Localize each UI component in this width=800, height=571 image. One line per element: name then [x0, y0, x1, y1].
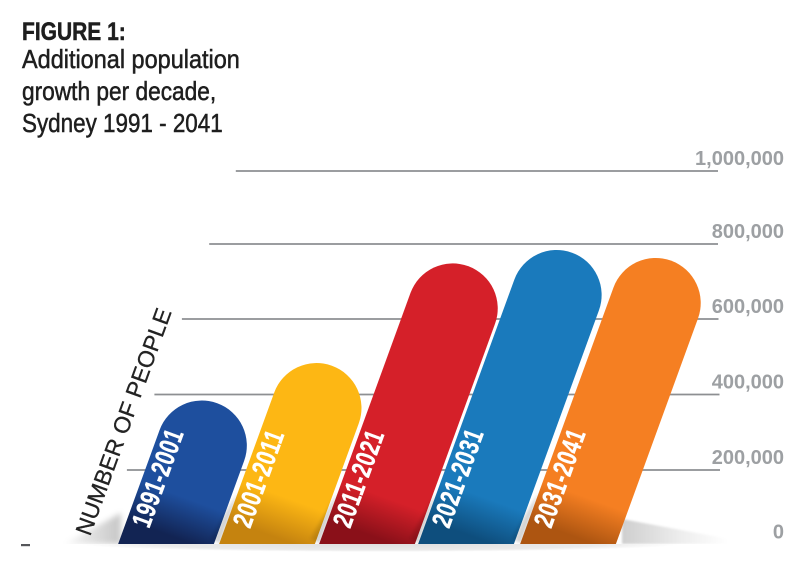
- svg-text:600,000: 600,000: [712, 296, 784, 318]
- svg-text:400,000: 400,000: [712, 372, 784, 394]
- svg-text:200,000: 200,000: [712, 447, 784, 469]
- svg-text:Additional population: Additional population: [22, 46, 240, 74]
- svg-text:0: 0: [773, 522, 784, 544]
- svg-text:1,000,000: 1,000,000: [695, 148, 784, 170]
- svg-text:800,000: 800,000: [712, 221, 784, 243]
- svg-text:Sydney 1991 - 2041: Sydney 1991 - 2041: [22, 110, 223, 139]
- svg-text:FIGURE 1:: FIGURE 1:: [22, 17, 126, 45]
- svg-text:growth per decade,: growth per decade,: [22, 78, 216, 107]
